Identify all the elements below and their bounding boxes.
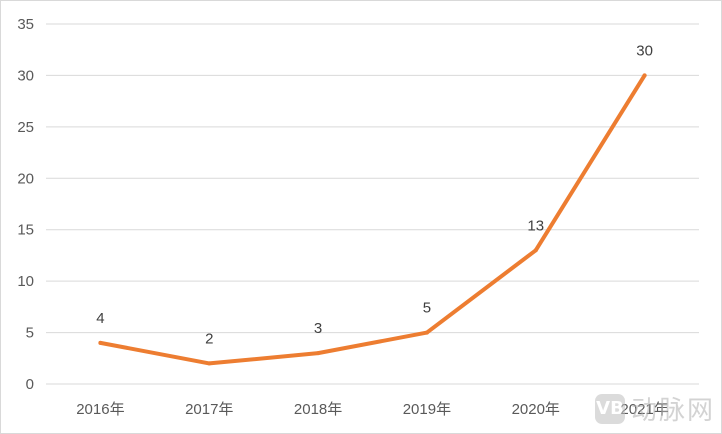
watermark-text: 动脉网 xyxy=(630,396,715,426)
y-tick-label: 0 xyxy=(26,376,34,393)
data-label: 3 xyxy=(314,320,322,337)
y-tick-label: 10 xyxy=(17,273,34,290)
y-tick-label: 25 xyxy=(17,119,34,136)
watermark: VB 动脉网 xyxy=(594,390,715,427)
data-label: 13 xyxy=(527,217,544,234)
y-tick-label: 5 xyxy=(26,325,34,342)
x-tick-label: 2021年 xyxy=(620,401,668,418)
data-point xyxy=(316,351,321,356)
data-point xyxy=(533,248,538,253)
data-point xyxy=(424,330,429,335)
x-tick-label: 2016年 xyxy=(76,401,124,418)
y-tick-label: 20 xyxy=(17,170,34,187)
series-line xyxy=(98,73,647,366)
watermark-logo-icon: VB xyxy=(594,393,625,424)
x-tick-label: 2018年 xyxy=(294,401,342,418)
x-tick-label: 2019年 xyxy=(403,401,451,418)
y-tick-label: 30 xyxy=(17,67,34,84)
data-label: 30 xyxy=(636,42,653,59)
x-tick-label: 2020年 xyxy=(512,401,560,418)
x-tick-label: 2017年 xyxy=(185,401,233,418)
data-label: 5 xyxy=(423,300,431,317)
data-point xyxy=(642,73,647,78)
y-tick-label: 35 xyxy=(17,16,34,33)
y-tick-label: 15 xyxy=(17,222,34,239)
data-point xyxy=(98,340,103,345)
data-point xyxy=(207,361,212,366)
data-label: 4 xyxy=(96,310,104,327)
data-label: 2 xyxy=(205,330,213,347)
